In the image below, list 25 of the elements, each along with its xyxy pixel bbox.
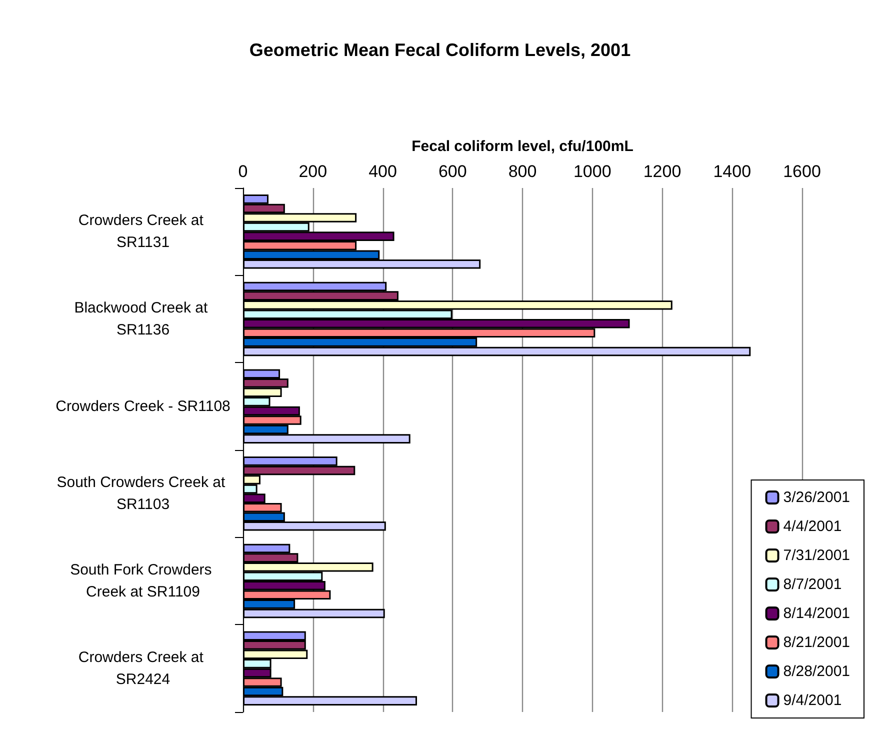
x-tick-label: 400: [368, 162, 397, 181]
x-tick-label: 600: [438, 162, 467, 181]
x-tick-label: 200: [298, 162, 328, 181]
y-tick-label: Blackwood Creek at SR1136: [74, 300, 212, 338]
x-tick-label: 0: [238, 162, 248, 181]
legend-label: 9/4/2001: [783, 692, 842, 709]
legend-label: 7/31/2001: [783, 547, 850, 564]
legend-label: 8/21/2001: [783, 634, 850, 651]
legend-label: 8/7/2001: [783, 576, 842, 593]
chart-title: Geometric Mean Fecal Coliform Levels, 2001: [249, 40, 631, 60]
x-axis-title: Fecal coliform level, cfu/100mL: [412, 138, 634, 155]
legend-label: 3/26/2001: [783, 489, 850, 506]
y-tick-label: South Fork Crowders Creek at SR1109: [70, 562, 216, 600]
y-tick-label: Crowders Creek at SR2424: [78, 648, 208, 688]
x-tick-label: 1400: [713, 162, 752, 181]
y-tick-label: South Crowders Creek at SR1103: [56, 474, 230, 514]
legend-label: 4/4/2001: [783, 518, 842, 535]
x-tick-label: 1200: [643, 162, 682, 181]
legend-label: 8/28/2001: [783, 663, 850, 680]
x-tick-label: 1600: [783, 162, 821, 181]
x-tick-label: 800: [508, 162, 537, 181]
x-tick-label: 1000: [573, 162, 612, 181]
y-tick-label: Crowders Creek at SR1131: [78, 212, 208, 252]
y-tick-label: Crowders Creek - SR1108: [56, 398, 230, 415]
legend-label: 8/14/2001: [783, 605, 850, 622]
